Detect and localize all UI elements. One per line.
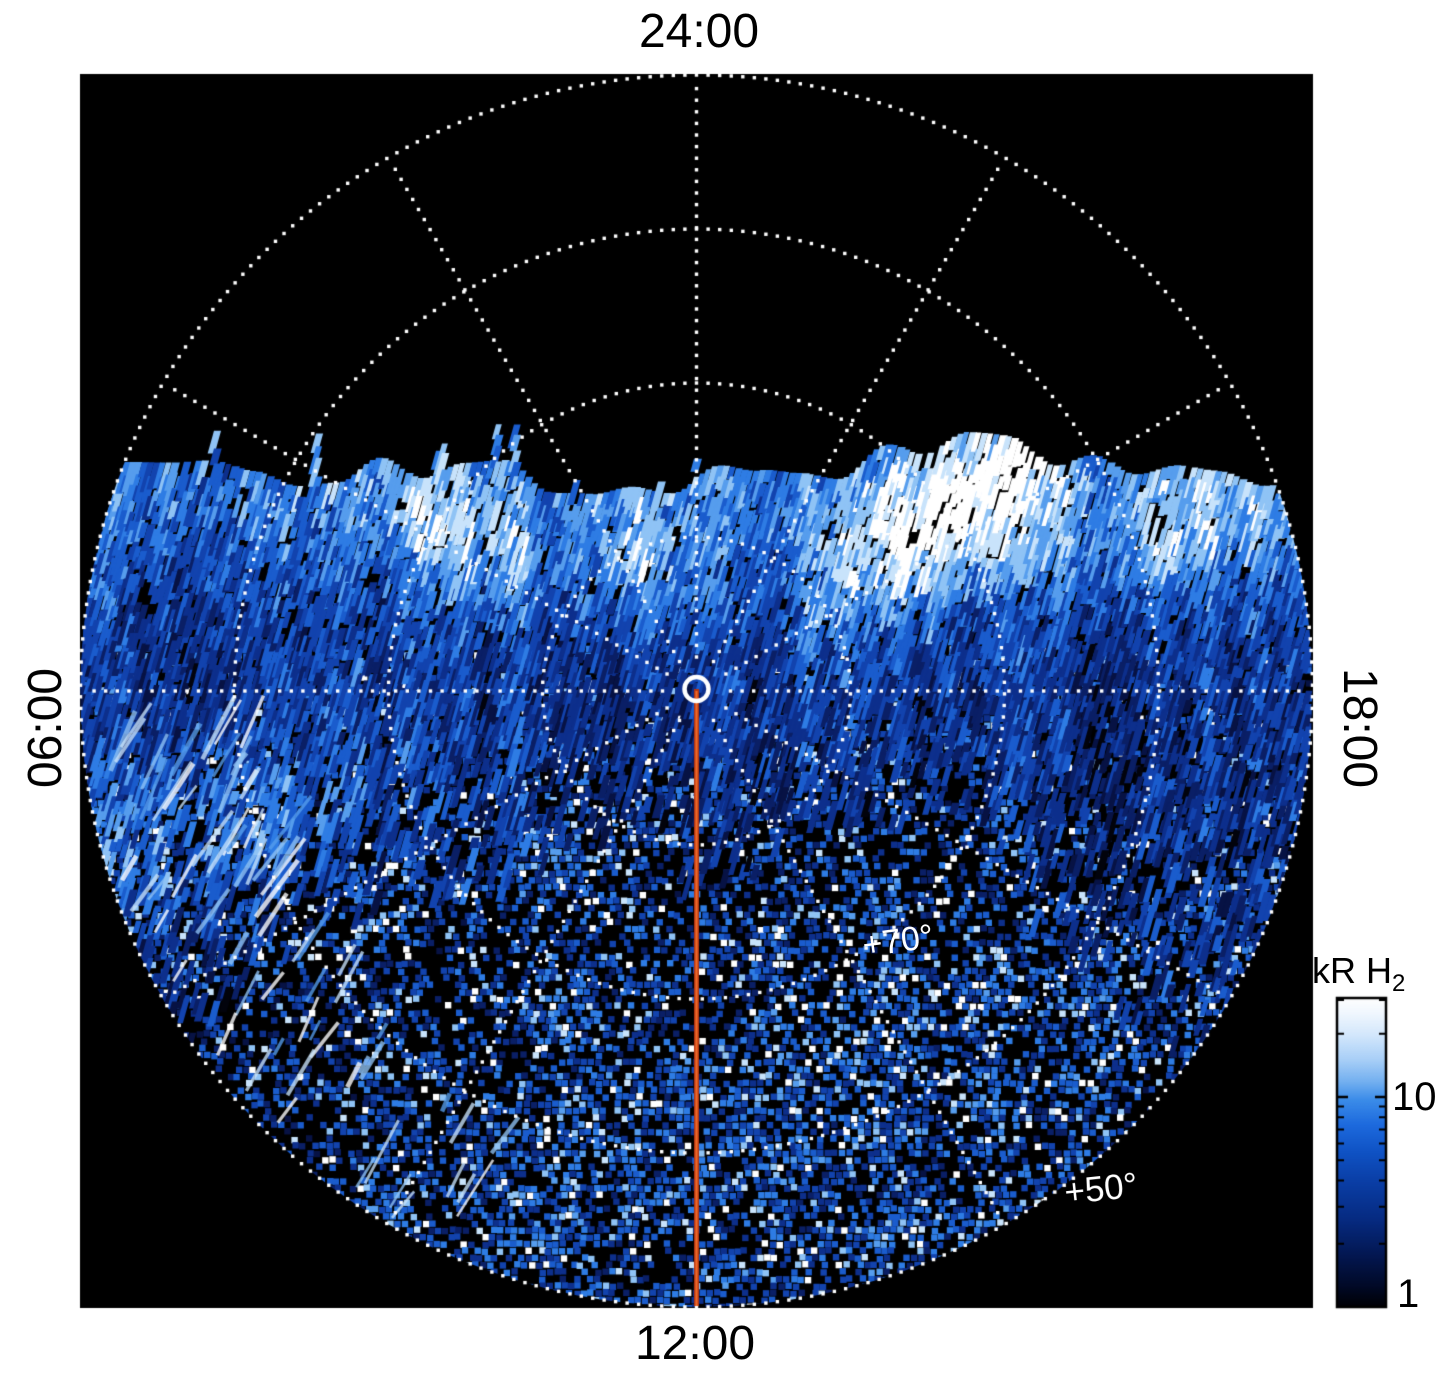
latitude-label-70: +70°	[860, 917, 936, 965]
hour-label-06: 06:00	[19, 667, 72, 789]
colorbar-tick-label-1: 1	[1397, 1272, 1420, 1316]
hour-label-24: 24:00	[638, 5, 760, 58]
hour-label-18: 18:00	[1333, 667, 1386, 789]
colorbar-title-main: kR H	[1312, 950, 1392, 991]
hour-label-12: 12:00	[634, 1317, 756, 1370]
latitude-label-50: +50°	[1062, 1165, 1140, 1213]
colorbar-title: kR H2	[1312, 953, 1405, 996]
colorbar-tick-label-10: 10	[1392, 1075, 1437, 1119]
colorbar-title-subscript: 2	[1392, 970, 1406, 998]
